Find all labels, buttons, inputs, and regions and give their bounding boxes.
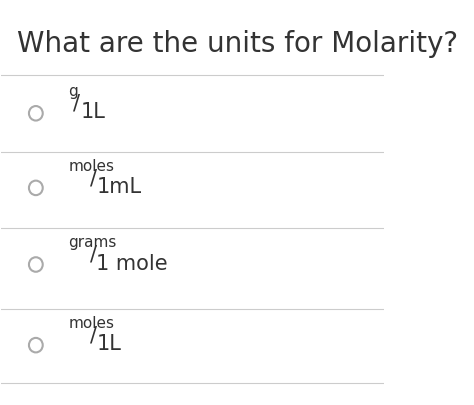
Text: grams: grams: [68, 235, 117, 250]
Text: 1 mole: 1 mole: [97, 253, 168, 273]
Text: /: /: [90, 244, 97, 264]
Text: /: /: [90, 168, 97, 188]
Text: 1L: 1L: [80, 102, 105, 122]
Text: moles: moles: [68, 158, 114, 173]
Text: 1L: 1L: [97, 333, 121, 353]
Text: 1mL: 1mL: [97, 177, 142, 196]
Text: /: /: [90, 324, 97, 345]
Text: g: g: [68, 84, 78, 99]
Text: moles: moles: [68, 315, 114, 330]
Text: /: /: [73, 93, 81, 113]
Text: What are the units for Molarity?: What are the units for Molarity?: [17, 30, 458, 58]
